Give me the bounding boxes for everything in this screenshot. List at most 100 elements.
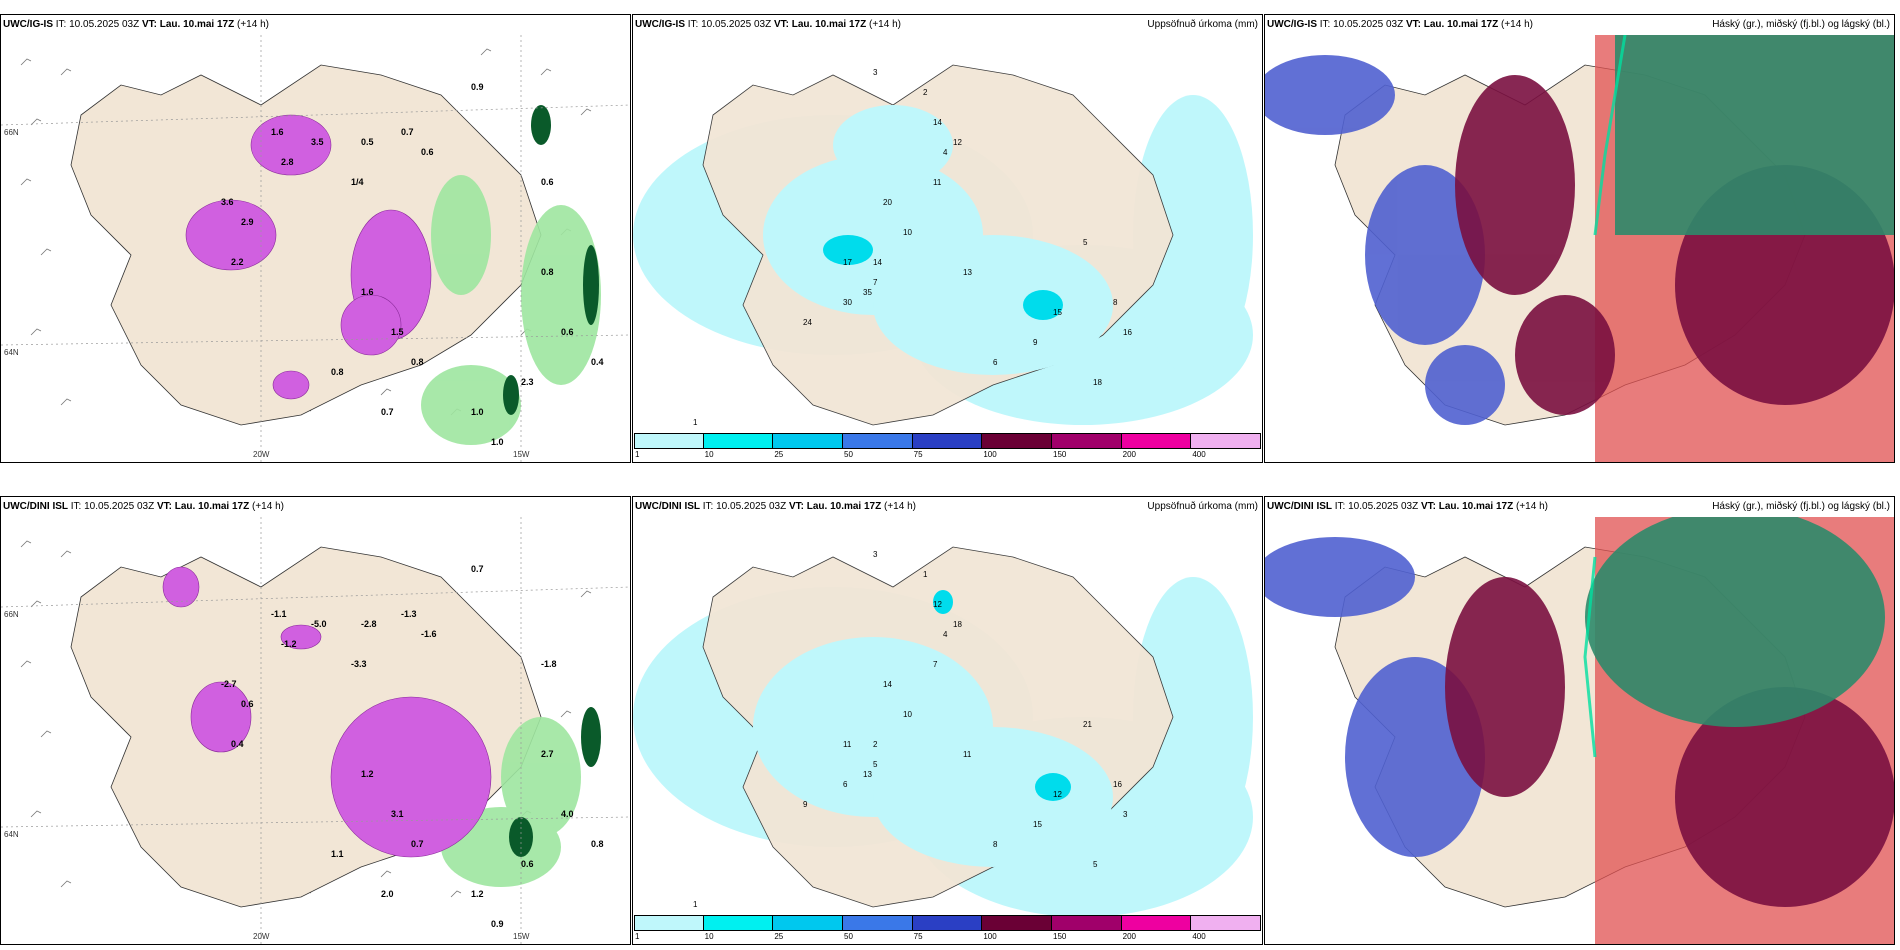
value-label: 0.6: [241, 699, 254, 709]
value-labels: 0.7 -1.8 -1.1 -1.2 -5.0 -3.3 -2.8 -1.3 -1.6 -2.7 0…: [221, 564, 604, 929]
colorbar-tick-label: 200: [1122, 932, 1137, 941]
precip-pink: [162, 566, 492, 858]
colorbar-segment: [773, 433, 843, 449]
value-label: 1: [693, 418, 698, 427]
value-label: 0.4: [231, 739, 244, 749]
value-label: 24: [803, 318, 812, 327]
value-label: -1.1: [271, 609, 287, 619]
value-label: 13: [963, 268, 972, 277]
value-label: 2: [923, 88, 928, 97]
colorbar-tick-label: 25: [774, 450, 784, 459]
colorbar-tick-label: 100: [983, 932, 997, 941]
value-label: 0.6: [561, 327, 574, 337]
value-label: 5: [1083, 238, 1088, 247]
colorbar-segment: [634, 915, 704, 931]
colorbar-segment: [843, 915, 913, 931]
colorbar-frame: [634, 915, 1261, 931]
value-label: 0.7: [411, 839, 424, 849]
value-label: 0.8: [411, 357, 424, 367]
value-label: 6: [843, 780, 848, 789]
precip-green: [421, 175, 601, 445]
value-label: -1.6: [421, 629, 437, 639]
value-label: 3: [873, 68, 878, 77]
cloud-mid: [1445, 577, 1894, 907]
value-label: 1.2: [471, 889, 484, 899]
value-label: 8: [993, 840, 998, 849]
value-label: 0.4: [591, 357, 604, 367]
value-label: 2.3: [521, 377, 534, 387]
value-label: 0.6: [421, 147, 434, 157]
colorbar-tick-label: 50: [844, 450, 853, 459]
value-label: 9: [803, 800, 808, 809]
colorbar-tick-label: 75: [913, 932, 923, 941]
value-label: 1: [923, 570, 928, 579]
cloud-high: [1615, 35, 1894, 235]
panel-ig-wind: UWC/IG-IS IT: 10.05.2025 03Z VT: Lau. 10…: [0, 14, 631, 463]
panel-dini-wind: UWC/DINI ISL IT: 10.05.2025 03Z VT: Lau.…: [0, 496, 631, 945]
colorbar-tick-label: 75: [913, 450, 923, 459]
colorbar-tick-label: 400: [1192, 450, 1206, 459]
cloud-high-edge: [1593, 35, 1627, 236]
colorbar-segment: [982, 915, 1052, 931]
wind-precip-map: 66N 64N 20W 15W 0.7 -1.8 -1.1 -1.2 -5.0 -3.3 -…: [1, 517, 630, 944]
colorbar-segment: [912, 433, 983, 449]
value-label: 12: [1053, 790, 1062, 799]
value-label: 1.2: [361, 769, 374, 779]
colorbar-segment: [1052, 433, 1122, 449]
value-label: 14: [883, 680, 892, 689]
value-label: 2: [873, 740, 878, 749]
colorbar-segment: [912, 915, 983, 931]
colorbar-tick-label: 10: [704, 932, 714, 941]
value-label: 11: [933, 178, 942, 187]
value-label: 0.8: [541, 267, 554, 277]
value-label: 3.1: [391, 809, 404, 819]
lat-label: 66N: [4, 128, 19, 137]
value-label: 8: [1113, 298, 1118, 307]
value-label: 4: [943, 630, 948, 639]
colorbar-segment: [703, 915, 774, 931]
panel-ig-clouds: UWC/IG-IS IT: 10.05.2025 03Z VT: Lau. 10…: [1264, 14, 1895, 463]
precip-over-land: [763, 105, 1113, 375]
precip-mid: [933, 590, 1071, 801]
value-label: 1.0: [471, 407, 484, 417]
value-label: 13: [863, 770, 872, 779]
value-label: 2.8: [281, 157, 294, 167]
value-label: -1.3: [401, 609, 417, 619]
graticule: [1, 35, 630, 462]
colorbar-segment: [1121, 433, 1192, 449]
lon-label: 20W: [253, 932, 270, 941]
panel-header: UWC/DINI ISL IT: 10.05.2025 03Z VT: Lau.…: [3, 501, 284, 512]
lat-label: 66N: [4, 610, 19, 619]
lat-label: 64N: [4, 830, 19, 839]
value-label: 4.0: [561, 809, 574, 819]
value-label: -3.3: [351, 659, 367, 669]
value-label: 0.8: [331, 367, 344, 377]
value-label: 0.7: [381, 407, 394, 417]
value-label: 12: [953, 138, 962, 147]
value-label: 1.1: [331, 849, 344, 859]
value-label: 1.6: [361, 287, 374, 297]
value-labels: 0.9 0.6 1.6 2.8 3.5 1/4 0.5 0.7 0.6 3.6 2.9 2.2 1.6 1…: [221, 82, 604, 447]
value-label: 0.6: [541, 177, 554, 187]
value-label: 3.6: [221, 197, 234, 207]
value-label: 7: [933, 660, 938, 669]
value-label: 0.7: [471, 564, 484, 574]
precip-colorbar: 1 10 25 50 75 100 150 200 400: [634, 433, 1261, 459]
panel-header: UWC/IG-IS IT: 10.05.2025 03Z VT: Lau. 10…: [3, 19, 269, 30]
lat-label: 64N: [4, 348, 19, 357]
colorbar-tick-label: 100: [983, 450, 997, 459]
colorbar-segment: [843, 433, 913, 449]
value-label: 10: [903, 710, 912, 719]
value-label: 11: [843, 740, 852, 749]
value-label: -1.8: [541, 659, 557, 669]
value-label: 10: [903, 228, 912, 237]
panel-header: UWC/IG-IS IT: 10.05.2025 03Z VT: Lau. 10…: [1267, 19, 1890, 30]
precip-colorbar: 1 10 25 50 75 100 150 200 400: [634, 915, 1261, 941]
value-label: 1.0: [491, 437, 504, 447]
colorbar-tick-label: 1: [635, 932, 640, 941]
value-label: 35: [863, 288, 872, 297]
value-label: -2.7: [221, 679, 237, 689]
colorbar-tick-label: 400: [1192, 932, 1206, 941]
colorbar-tick-label: 10: [704, 450, 714, 459]
